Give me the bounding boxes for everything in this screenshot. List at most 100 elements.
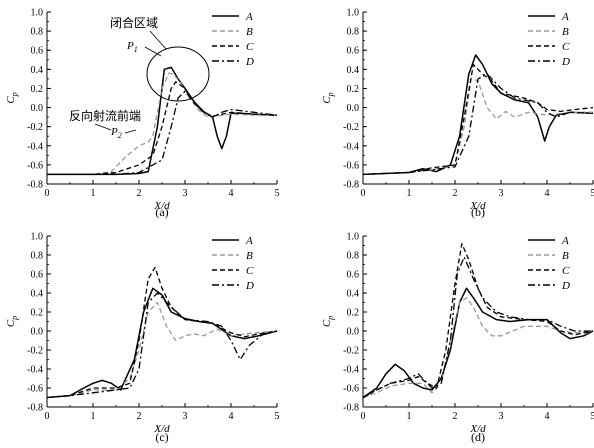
x-tick-label: 5 bbox=[591, 188, 594, 199]
y-tick-label: 0.8 bbox=[31, 27, 44, 38]
panel-caption: (a) bbox=[155, 205, 168, 219]
y-tick-label: 1.0 bbox=[31, 8, 44, 19]
legend-label-C: C bbox=[562, 41, 570, 53]
y-tick-label: 0.0 bbox=[347, 327, 360, 338]
legend-label-A: A bbox=[561, 235, 569, 247]
y-tick-label: -0.6 bbox=[343, 160, 359, 171]
reverse-jet-front-label: 反向射流前端 bbox=[69, 108, 141, 123]
y-tick-label: 0.6 bbox=[347, 270, 360, 281]
x-tick-label: 0 bbox=[361, 188, 366, 199]
legend-label-C: C bbox=[246, 265, 254, 277]
series-line-B bbox=[362, 297, 594, 399]
chart-panel-4: 0 1 2 3 4 5 -0.8 -0.6 -0.4 -0.2 0.0 0.2 0.4 0.6 0.8 1.0… bbox=[321, 232, 594, 445]
y-tick-label: -0.8 bbox=[343, 403, 359, 414]
x-tick-label: 3 bbox=[183, 411, 188, 422]
series-line-A bbox=[46, 287, 278, 399]
legend-label-B: B bbox=[246, 26, 253, 38]
x-tick-label: 5 bbox=[591, 411, 594, 422]
legend-label-D: D bbox=[245, 280, 254, 292]
chart-panel-3: 0 1 2 3 4 5 -0.8 -0.6 -0.4 -0.2 0.0 0.2 0.4 0.6 0.8 1.0… bbox=[5, 232, 280, 445]
series-line-D bbox=[362, 256, 593, 399]
x-tick-label: 4 bbox=[545, 188, 550, 199]
y-axis-label: Cp bbox=[321, 316, 335, 327]
y-tick-label: 1.0 bbox=[347, 232, 360, 243]
chart-panel-1: 0 1 2 3 4 5 -0.8 -0.6 -0.4 -0.2 0.0 0.2 0.4 0.6 0.8 1.0… bbox=[5, 8, 280, 220]
panel-caption: (b) bbox=[471, 205, 485, 219]
y-tick-label: 0.8 bbox=[347, 27, 360, 38]
y-tick-label: 0.2 bbox=[347, 308, 360, 319]
y-tick-label: -0.8 bbox=[27, 180, 43, 191]
x-axis-label: X/d bbox=[153, 200, 170, 212]
series-line-C bbox=[362, 63, 594, 176]
y-tick-label: 0.4 bbox=[31, 289, 44, 300]
y-axis-label: Cp bbox=[5, 316, 19, 327]
legend-label-A: A bbox=[245, 11, 253, 23]
p1-label: P1 bbox=[126, 40, 138, 54]
x-tick-label: 5 bbox=[275, 188, 280, 199]
legend-label-C: C bbox=[562, 265, 570, 277]
x-axis-label: X/d bbox=[153, 423, 170, 435]
y-tick-label: 1.0 bbox=[31, 232, 44, 243]
closed-region-label: 闭合区域 bbox=[110, 15, 158, 30]
legend-label-D: D bbox=[561, 280, 570, 292]
y-tick-label: 0.2 bbox=[31, 84, 44, 95]
y-tick-label: 1.0 bbox=[347, 8, 360, 19]
y-tick-label: -0.4 bbox=[27, 141, 43, 152]
series-line-B bbox=[46, 301, 278, 399]
x-axis-label: X/d bbox=[469, 423, 486, 435]
legend-label-B: B bbox=[562, 26, 569, 38]
y-tick-label: 0.6 bbox=[347, 46, 360, 57]
series-line-B bbox=[362, 78, 593, 176]
y-axis-label: Cp bbox=[5, 92, 19, 103]
series-line-D bbox=[362, 73, 594, 176]
y-tick-label: -0.6 bbox=[27, 384, 43, 395]
y-tick-label: -0.6 bbox=[343, 384, 359, 395]
y-tick-label: 0.0 bbox=[347, 103, 360, 114]
x-tick-label: 3 bbox=[499, 411, 504, 422]
y-tick-label: 0.0 bbox=[31, 103, 44, 114]
p2-leader bbox=[124, 129, 137, 134]
legend-label-D: D bbox=[245, 56, 254, 68]
series-line-A bbox=[362, 54, 594, 176]
x-tick-label: 4 bbox=[229, 411, 234, 422]
y-tick-label: 0.4 bbox=[31, 65, 44, 76]
y-axis-label: Cp bbox=[321, 92, 335, 103]
legend-label-A: A bbox=[561, 11, 569, 23]
x-tick-label: 2 bbox=[453, 188, 458, 199]
y-tick-label: -0.2 bbox=[343, 346, 359, 357]
legend-label-B: B bbox=[562, 250, 569, 262]
series-line-A bbox=[362, 287, 594, 399]
series-line-D bbox=[46, 292, 278, 399]
x-tick-label: 4 bbox=[545, 411, 550, 422]
y-tick-label: -0.4 bbox=[343, 141, 359, 152]
y-tick-label: -0.6 bbox=[27, 160, 43, 171]
p2-label: P2 bbox=[110, 126, 122, 140]
x-tick-label: 2 bbox=[453, 411, 458, 422]
annotations: 闭合区域 P1 反向射流前端 P2 bbox=[69, 15, 210, 140]
y-tick-label: -0.2 bbox=[27, 122, 43, 133]
y-tick-label: 0.4 bbox=[347, 65, 360, 76]
series-line-C bbox=[362, 242, 594, 399]
x-tick-label: 2 bbox=[137, 411, 142, 422]
y-tick-label: -0.4 bbox=[27, 365, 43, 376]
x-tick-label: 5 bbox=[275, 411, 280, 422]
y-tick-label: -0.8 bbox=[27, 403, 43, 414]
series-line-B bbox=[47, 72, 277, 176]
closed-region-ellipse bbox=[146, 46, 210, 102]
x-tick-label: 4 bbox=[229, 188, 234, 199]
x-tick-label: 0 bbox=[45, 188, 50, 199]
y-tick-label: 0.2 bbox=[347, 84, 360, 95]
legend-label-A: A bbox=[245, 235, 253, 247]
legend-label-D: D bbox=[561, 56, 570, 68]
y-tick-label: -0.2 bbox=[27, 346, 43, 357]
y-tick-label: 0.8 bbox=[31, 251, 44, 262]
panel-caption: (d) bbox=[471, 430, 485, 444]
y-tick-label: 0.0 bbox=[31, 327, 44, 338]
chart-panel-2: 0 1 2 3 4 5 -0.8 -0.6 -0.4 -0.2 0.0 0.2 0.4 0.6 0.8 1.0… bbox=[321, 8, 594, 220]
series-line-C bbox=[46, 266, 278, 399]
reverse-jet-leader bbox=[94, 123, 112, 131]
x-tick-label: 2 bbox=[137, 188, 142, 199]
y-tick-label: -0.4 bbox=[343, 365, 359, 376]
x-tick-label: 0 bbox=[361, 411, 366, 422]
